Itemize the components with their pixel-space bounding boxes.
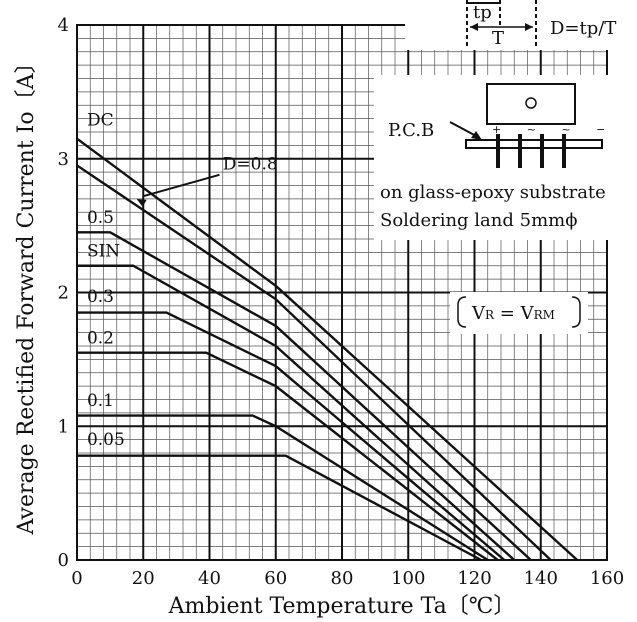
- x-tick-label: 80: [331, 568, 354, 589]
- series-lines: [76, 137, 578, 562]
- package-hole: [525, 97, 537, 109]
- condition-bg: [450, 292, 588, 334]
- series-labels: DC D=0.8 0.5 SIN 0.3 0.2 0.1 0.05: [87, 110, 278, 450]
- period-arrow-head-left: [470, 23, 478, 31]
- tp-label: tp: [473, 2, 492, 23]
- y-tick-label: 2: [58, 283, 69, 304]
- duty-inset-box: [405, 0, 637, 50]
- series-line: [76, 137, 578, 561]
- x-tick-label: 40: [198, 568, 221, 589]
- series-label-pointer: [142, 173, 220, 198]
- pcb-label: P.C.B: [388, 120, 434, 141]
- x-tick-label: 20: [132, 568, 155, 589]
- soldering-note: Soldering land 5mmϕ: [380, 210, 577, 231]
- series-line: [77, 264, 516, 561]
- x-tick-label: 60: [264, 568, 287, 589]
- series-label: DC: [87, 110, 114, 130]
- pcb-board: [465, 139, 603, 149]
- duty-formula: D=tp/T: [550, 18, 616, 39]
- condition-box: VR = VRM: [450, 292, 588, 334]
- pcb-pointer-head: [471, 131, 482, 140]
- x-axis-title: Ambient Temperature Ta〔℃〕: [168, 594, 516, 619]
- tick-labels: 0 20 40 60 80 100 120 140 160 0 1 2 3 4: [58, 15, 625, 589]
- series-label: 0.05: [87, 430, 125, 450]
- y-tick-label: 4: [58, 15, 69, 36]
- x-tick-label: 0: [71, 568, 82, 589]
- substrate-note: on glass-epoxy substrate: [380, 182, 606, 203]
- period-arrow-head-right: [525, 23, 533, 31]
- condition-vrm-sub: RM: [534, 308, 555, 322]
- series-label-pointer-head: [136, 198, 147, 207]
- series-label: 0.5: [87, 208, 114, 228]
- period-label: T: [492, 28, 504, 49]
- y-tick-label: 0: [58, 550, 69, 571]
- condition-vr: V: [471, 303, 486, 324]
- series-label: SIN: [87, 241, 120, 261]
- y-tick-label: 3: [58, 149, 69, 170]
- x-tick-label: 160: [590, 568, 624, 589]
- condition-text: VR = VRM: [471, 303, 555, 324]
- pcb-inset: P.C.B + ~ ~ − on glass-epoxy substrate S…: [374, 75, 637, 240]
- series-line: [77, 351, 499, 561]
- bridge-package: [486, 83, 576, 125]
- y-tick-label: 1: [58, 416, 69, 437]
- series-label-d08: D=0.8: [223, 154, 278, 174]
- series-line: [76, 164, 552, 561]
- series-line: [77, 414, 489, 562]
- pin-marks: + ~ ~ −: [492, 123, 616, 136]
- series-line: [77, 311, 506, 561]
- series-label: 0.3: [87, 287, 114, 307]
- condition-eq: = V: [494, 303, 535, 324]
- y-axis-title: Average Rectified Forward Current Io〔A〕: [14, 52, 39, 536]
- series-line: [77, 454, 482, 562]
- condition-bracket-left: [457, 296, 467, 328]
- x-tick-label: 140: [524, 568, 558, 589]
- plot-frame: [76, 24, 608, 561]
- series-line: [77, 231, 532, 561]
- series-label: 0.2: [87, 328, 114, 348]
- condition-bracket-right: [571, 296, 581, 328]
- pcb-pointer: [449, 121, 479, 138]
- duty-inset: tp T D=tp/T: [405, 0, 637, 50]
- condition-vr-sub: R: [485, 308, 495, 322]
- series-label: 0.1: [87, 391, 114, 411]
- x-tick-label: 100: [391, 568, 425, 589]
- x-tick-label: 120: [457, 568, 491, 589]
